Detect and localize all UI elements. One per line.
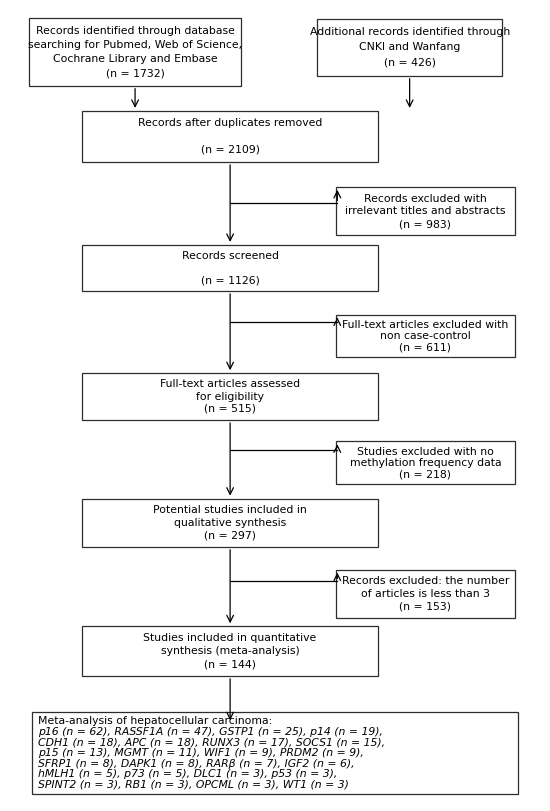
- Text: SFRP1 (n = 8), DAPK1 (n = 8), RARβ (n = 7), IGF2 (n = 6),: SFRP1 (n = 8), DAPK1 (n = 8), RARβ (n = …: [39, 758, 355, 769]
- Text: qualitative synthesis: qualitative synthesis: [174, 517, 286, 528]
- Text: Studies excluded with no: Studies excluded with no: [357, 447, 494, 457]
- Text: p16 (n = 62), RASSF1A (n = 47), GSTP1 (n = 25), p14 (n = 19),: p16 (n = 62), RASSF1A (n = 47), GSTP1 (n…: [39, 727, 383, 737]
- Text: (n = 2109): (n = 2109): [201, 145, 260, 155]
- FancyBboxPatch shape: [336, 315, 515, 358]
- FancyBboxPatch shape: [336, 441, 515, 484]
- Text: (n = 144): (n = 144): [204, 659, 256, 669]
- Text: Records excluded with: Records excluded with: [364, 194, 487, 204]
- Text: (n = 983): (n = 983): [399, 219, 452, 229]
- FancyBboxPatch shape: [82, 499, 378, 547]
- Text: (n = 515): (n = 515): [204, 404, 256, 414]
- Text: (n = 218): (n = 218): [399, 469, 452, 479]
- Text: CNKl and Wanfang: CNKl and Wanfang: [359, 42, 460, 53]
- Text: non case-control: non case-control: [380, 331, 471, 341]
- Text: Records screened: Records screened: [182, 251, 279, 261]
- Text: CDH1 (n = 18), APC (n = 18), RUNX3 (n = 17), SOCS1 (n = 15),: CDH1 (n = 18), APC (n = 18), RUNX3 (n = …: [39, 737, 386, 748]
- FancyBboxPatch shape: [30, 19, 241, 86]
- Text: hMLH1 (n = 5), p73 (n = 5), DLC1 (n = 3), p53 (n = 3),: hMLH1 (n = 5), p73 (n = 5), DLC1 (n = 3)…: [39, 769, 338, 779]
- Text: Potential studies included in: Potential studies included in: [153, 505, 307, 515]
- Text: Records excluded: the number: Records excluded: the number: [342, 577, 509, 586]
- Text: (n = 153): (n = 153): [399, 602, 452, 611]
- FancyBboxPatch shape: [82, 373, 378, 420]
- FancyBboxPatch shape: [82, 111, 378, 162]
- FancyBboxPatch shape: [336, 570, 515, 618]
- Text: Cochrane Library and Embase: Cochrane Library and Embase: [53, 54, 217, 64]
- FancyBboxPatch shape: [32, 712, 518, 794]
- Text: Full-text articles excluded with: Full-text articles excluded with: [342, 320, 509, 330]
- FancyBboxPatch shape: [317, 19, 502, 75]
- Text: Full-text articles assessed: Full-text articles assessed: [160, 380, 300, 389]
- Text: SPINT2 (n = 3), RB1 (n = 3), OPCML (n = 3), WT1 (n = 3): SPINT2 (n = 3), RB1 (n = 3), OPCML (n = …: [39, 779, 349, 790]
- FancyBboxPatch shape: [336, 187, 515, 235]
- Text: (n = 297): (n = 297): [204, 530, 256, 540]
- Text: irrelevant titles and abstracts: irrelevant titles and abstracts: [345, 206, 506, 217]
- Text: searching for Pubmed, Web of Science,: searching for Pubmed, Web of Science,: [28, 41, 242, 50]
- Text: (n = 426): (n = 426): [384, 58, 436, 67]
- Text: Additional records identified through: Additional records identified through: [310, 28, 510, 37]
- Text: p15 (n = 13), MGMT (n = 11), WIF1 (n = 9), PRDM2 (n = 9),: p15 (n = 13), MGMT (n = 11), WIF1 (n = 9…: [39, 748, 364, 758]
- Text: synthesis (meta-analysis): synthesis (meta-analysis): [161, 646, 300, 656]
- Text: methylation frequency data: methylation frequency data: [350, 458, 501, 468]
- Text: Records after duplicates removed: Records after duplicates removed: [138, 118, 322, 128]
- Text: of articles is less than 3: of articles is less than 3: [361, 589, 490, 599]
- Text: Records identified through database: Records identified through database: [36, 26, 234, 36]
- FancyBboxPatch shape: [82, 245, 378, 291]
- Text: Meta-analysis of hepatocellular carcinoma:: Meta-analysis of hepatocellular carcinom…: [39, 716, 273, 727]
- Text: for eligibility: for eligibility: [196, 392, 264, 401]
- Text: (n = 1126): (n = 1126): [201, 276, 260, 285]
- FancyBboxPatch shape: [82, 626, 378, 676]
- Text: (n = 1732): (n = 1732): [106, 68, 164, 79]
- Text: (n = 611): (n = 611): [399, 342, 452, 352]
- Text: Studies included in quantitative: Studies included in quantitative: [144, 633, 317, 643]
